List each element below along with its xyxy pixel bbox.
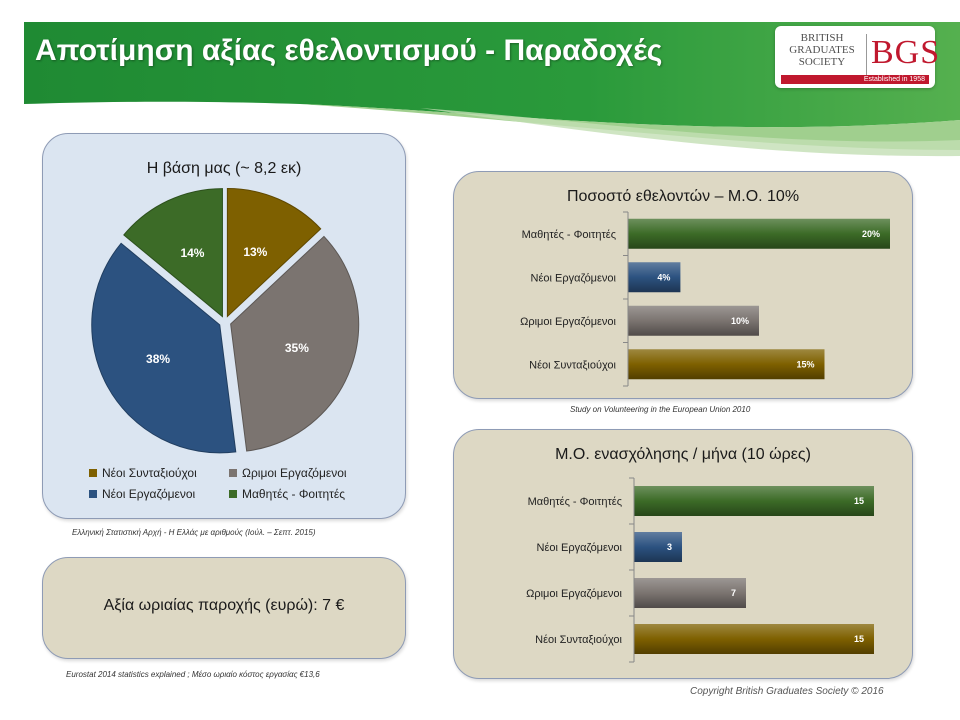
bar-value-young-workers: 4% bbox=[657, 272, 670, 282]
monthly-hours-panel: Μ.Ο. ενασχόλησης / μήνα (10 ώρες) Μαθητέ… bbox=[453, 429, 913, 679]
bar-retirees bbox=[634, 624, 874, 654]
legend-item-students: Μαθητές - Φοιτητές bbox=[229, 487, 345, 501]
pie-chart-panel: Η βάση μας (~ 8,2 εκ) 13% 35% 38% 14% Νέοι … bbox=[42, 133, 406, 519]
bar-chart-2-title: Μ.Ο. ενασχόλησης / μήνα (10 ώρες) bbox=[555, 446, 811, 463]
hourly-rate-panel: Αξία ωριαίας παροχής (ευρώ): 7 € bbox=[42, 557, 406, 659]
bar-young-workers bbox=[634, 532, 682, 562]
bar-value-retirees: 15 bbox=[854, 634, 864, 644]
bar-value-mature-workers: 7 bbox=[731, 588, 736, 598]
bar-category-young-workers: Νέοι Εργαζόμενοι bbox=[537, 542, 623, 554]
bar-chart-1: Μαθητές - Φοιτητές 20% Νέοι Εργαζόμενοι 4% Ω… bbox=[520, 211, 890, 387]
pie-label-retirees: 13% bbox=[243, 245, 267, 259]
pie-slice-young-workers bbox=[91, 242, 237, 454]
logo-mark: BGS bbox=[871, 34, 941, 71]
bgs-logo: BRITISH GRADUATES SOCIETY BGS Establishe… bbox=[775, 26, 939, 88]
legend-swatch-blue bbox=[89, 490, 97, 498]
pie-slice-students bbox=[123, 188, 223, 318]
legend-item-mature-workers: Ωριμοι Εργαζόμενοι bbox=[229, 466, 347, 480]
pie-chart-title: Η βάση μας (~ 8,2 εκ) bbox=[146, 160, 302, 177]
pie-label-students: 14% bbox=[180, 246, 204, 260]
bar-young-workers bbox=[628, 262, 681, 293]
bar-value-students: 20% bbox=[862, 229, 880, 239]
bar-category-mature-workers: Ωριμοι Εργαζόμενοι bbox=[526, 588, 622, 600]
bar-value-retirees: 15% bbox=[796, 359, 814, 369]
copyright: Copyright British Graduates Society © 20… bbox=[690, 686, 884, 697]
bar1-source-caption: Study on Volunteering in the European Un… bbox=[570, 405, 751, 414]
bar-retirees bbox=[628, 349, 825, 380]
header-banner bbox=[24, 22, 960, 157]
pie-slice-mature-workers bbox=[230, 235, 360, 452]
logo-established: Established in 1958 bbox=[781, 75, 929, 84]
bar-students bbox=[628, 218, 890, 249]
legend-swatch-gray bbox=[229, 469, 237, 477]
volunteer-rate-panel: Ποσοστό εθελοντών – Μ.Ο. 10% Μαθητές - Φ… bbox=[453, 171, 913, 399]
bar-mature-workers bbox=[628, 305, 759, 336]
bar-category-students: Μαθητές - Φοιτητές bbox=[528, 496, 622, 508]
legend-item-young-workers: Νέοι Εργαζόμενοι bbox=[89, 487, 195, 501]
bar-category-retirees: Νέοι Συνταξιούχοι bbox=[529, 359, 616, 371]
bar-category-retirees: Νέοι Συνταξιούχοι bbox=[535, 634, 622, 646]
pie-label-young-workers: 38% bbox=[146, 352, 170, 366]
legend-item-retirees: Νέοι Συνταξιούχοι bbox=[89, 466, 197, 480]
page-title: Αποτίμηση αξίας εθελοντισμού - Παραδοχές bbox=[35, 34, 663, 67]
hourly-rate-label: Αξία ωριαίας παροχής (ευρώ): 7 € bbox=[103, 597, 345, 614]
bar-category-mature-workers: Ωριμοι Εργαζόμενοι bbox=[520, 316, 616, 328]
pie-label-mature-workers: 35% bbox=[285, 341, 309, 355]
logo-name: BRITISH GRADUATES SOCIETY bbox=[789, 32, 855, 68]
bar-chart-2: Μαθητές - Φοιτητές 15 Νέοι Εργαζόμενοι 3 Ωρι… bbox=[526, 477, 874, 663]
bar-students bbox=[634, 486, 874, 516]
bar-category-young-workers: Νέοι Εργαζόμενοι bbox=[531, 272, 617, 284]
pie-chart: 13% 35% 38% 14% bbox=[91, 187, 360, 454]
pie-source-caption: Ελληνική Στατιστική Αρχή - Η Ελλάς με αρ… bbox=[72, 528, 316, 537]
legend-swatch-green bbox=[229, 490, 237, 498]
bar-value-students: 15 bbox=[854, 496, 864, 506]
legend-swatch-gold bbox=[89, 469, 97, 477]
rate-source-caption: Eurostat 2014 statistics explained ; Μέσ… bbox=[66, 670, 320, 679]
bar-category-students: Μαθητές - Φοιτητές bbox=[522, 229, 616, 241]
bar-value-mature-workers: 10% bbox=[731, 316, 749, 326]
bar-chart-1-title: Ποσοστό εθελοντών – Μ.Ο. 10% bbox=[566, 188, 800, 205]
pie-slice-retirees bbox=[226, 187, 322, 318]
bar-mature-workers bbox=[634, 578, 746, 608]
bar-value-young-workers: 3 bbox=[667, 542, 672, 552]
